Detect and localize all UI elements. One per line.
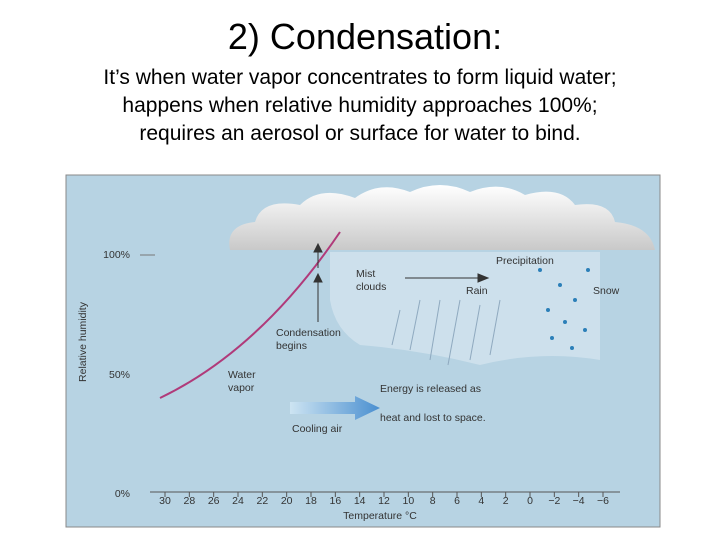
label: Mist (356, 268, 375, 280)
mist (330, 252, 600, 365)
x-tick-label: −2 (548, 495, 560, 507)
label: clouds (356, 281, 386, 293)
label: Water (228, 369, 256, 381)
label: vapor (228, 382, 255, 394)
body-line: requires an aerosol or surface for water… (139, 122, 581, 145)
x-tick-label: 20 (281, 495, 293, 507)
label: begins (276, 340, 307, 352)
annotation: Energy is released as (380, 383, 481, 395)
x-tick-label: 28 (183, 495, 195, 507)
x-tick-label: 4 (478, 495, 484, 507)
x-tick-label: −6 (597, 495, 609, 507)
label: Snow (593, 285, 620, 297)
slide-title: 2) Condensation: (227, 16, 503, 57)
body-line: happens when relative humidity approache… (122, 94, 598, 117)
label: Rain (466, 285, 488, 297)
annotation: heat and lost to space. (380, 412, 486, 424)
x-tick-label: 22 (256, 495, 268, 507)
label: Cooling air (292, 423, 343, 435)
x-tick-label: 14 (354, 495, 366, 507)
body-line: It’s when water vapor concentrates to fo… (103, 66, 617, 89)
x-tick-label: 2 (503, 495, 509, 507)
x-tick-label: 16 (329, 495, 341, 507)
x-tick-label: −4 (573, 495, 585, 507)
snow (538, 268, 590, 350)
slide-body: It’s when water vapor concentrates to fo… (0, 64, 720, 148)
x-tick-label: 26 (208, 495, 220, 507)
x-tick-label: 10 (402, 495, 414, 507)
x-tick-label: 6 (454, 495, 460, 507)
cloud (229, 185, 656, 250)
rain (391, 299, 501, 366)
cooling-air-arrow (290, 396, 380, 420)
x-axis-label: Temperature °C (343, 510, 417, 522)
y-tick-label: 100% (103, 249, 130, 261)
arrows (313, 242, 490, 322)
humidity-curve (159, 231, 341, 399)
x-tick-label: 30 (159, 495, 171, 507)
y-axis-label: Relative humidity (77, 301, 89, 382)
x-tick-label: 24 (232, 495, 244, 507)
y-tick-label: 0% (115, 488, 130, 500)
label: Condensation (276, 327, 341, 339)
label: Precipitation (496, 255, 554, 267)
x-tick-label: 8 (430, 495, 436, 507)
x-tick-label: 12 (378, 495, 390, 507)
x-tick-label: 18 (305, 495, 317, 507)
y-tick-label: 50% (109, 369, 130, 381)
x-tick-label: 0 (527, 495, 533, 507)
